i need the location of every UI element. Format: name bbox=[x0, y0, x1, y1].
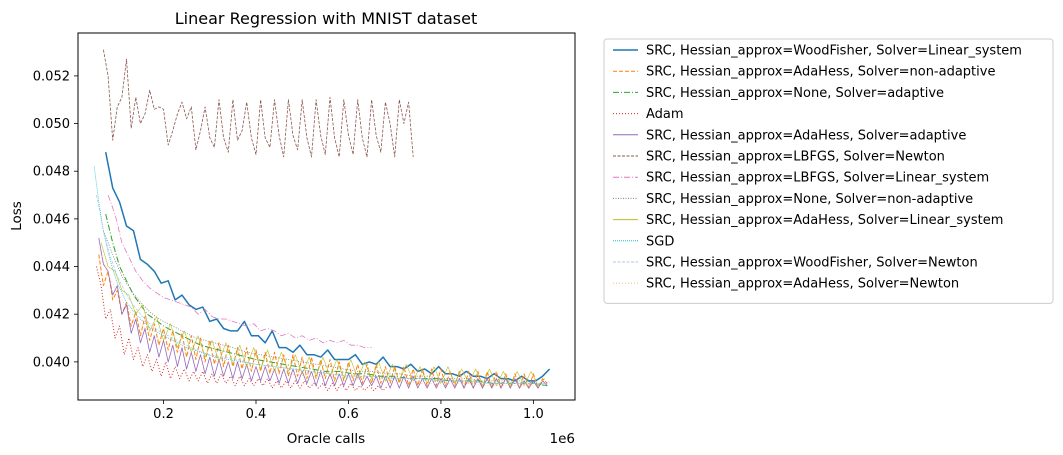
series-line-10 bbox=[93, 166, 548, 387]
legend-label: SRC, Hessian_approx=AdaHess, Solver=Newt… bbox=[646, 277, 959, 292]
x-axis-offset-label: 1e6 bbox=[550, 431, 575, 447]
y-tick-label: 0.052 bbox=[33, 69, 70, 84]
x-tick-label: 0.8 bbox=[431, 407, 452, 422]
y-tick-label: 0.040 bbox=[33, 355, 70, 370]
legend-label: SRC, Hessian_approx=LBFGS, Solver=Newton bbox=[646, 150, 945, 165]
series-line-9 bbox=[100, 242, 546, 387]
y-tick-label: 0.042 bbox=[33, 308, 70, 323]
x-tick-label: 0.2 bbox=[153, 407, 174, 422]
legend-label: SRC, Hessian_approx=WoodFisher, Solver=N… bbox=[646, 256, 978, 271]
y-axis: 0.040 0.042 0.044 0.046 0.048 0.050 0.052 bbox=[33, 69, 78, 370]
legend: SRC, Hessian_approx=WoodFisher, Solver=L… bbox=[603, 38, 1054, 304]
chart-title: Linear Regression with MNIST dataset bbox=[175, 9, 477, 28]
series-line-1 bbox=[104, 152, 551, 382]
series-line-2 bbox=[98, 254, 548, 389]
legend-label: SRC, Hessian_approx=LBFGS, Solver=Linear… bbox=[646, 171, 989, 186]
x-tick-label: 1.0 bbox=[523, 407, 544, 422]
legend-label: SRC, Hessian_approx=AdaHess, Solver=Line… bbox=[646, 213, 1003, 228]
legend-label: Adam bbox=[646, 107, 684, 122]
legend-label: SRC, Hessian_approx=None, Solver=non-ada… bbox=[646, 192, 973, 207]
legend-box bbox=[603, 38, 1054, 304]
series-line-8 bbox=[103, 230, 548, 384]
plot-area bbox=[93, 49, 551, 391]
legend-label: SGD bbox=[646, 234, 674, 249]
y-tick-label: 0.050 bbox=[33, 117, 70, 132]
series-line-12 bbox=[98, 247, 548, 387]
y-tick-label: 0.044 bbox=[33, 260, 70, 275]
legend-label: SRC, Hessian_approx=WoodFisher, Solver=L… bbox=[646, 44, 1022, 59]
x-tick-label: 0.4 bbox=[246, 407, 267, 422]
x-axis: 0.2 0.4 0.6 0.8 1.0 bbox=[153, 400, 544, 422]
series-line-6 bbox=[103, 49, 414, 158]
y-axis-label: Loss bbox=[9, 201, 25, 231]
plot-frame bbox=[77, 32, 576, 401]
y-tick-label: 0.046 bbox=[33, 212, 70, 227]
x-axis-label: Oracle calls bbox=[287, 431, 365, 447]
series-line-4 bbox=[96, 266, 389, 391]
legend-label: SRC, Hessian_approx=None, Solver=adaptiv… bbox=[646, 86, 944, 101]
y-tick-label: 0.048 bbox=[33, 165, 70, 180]
series-line-5 bbox=[98, 237, 548, 389]
series-line-3 bbox=[105, 213, 548, 387]
x-tick-label: 0.6 bbox=[338, 407, 359, 422]
series-line-7 bbox=[107, 194, 372, 349]
legend-label: SRC, Hessian_approx=AdaHess, Solver=adap… bbox=[646, 128, 966, 143]
series-line-11 bbox=[96, 195, 548, 384]
legend-label: SRC, Hessian_approx=AdaHess, Solver=non-… bbox=[646, 65, 995, 80]
